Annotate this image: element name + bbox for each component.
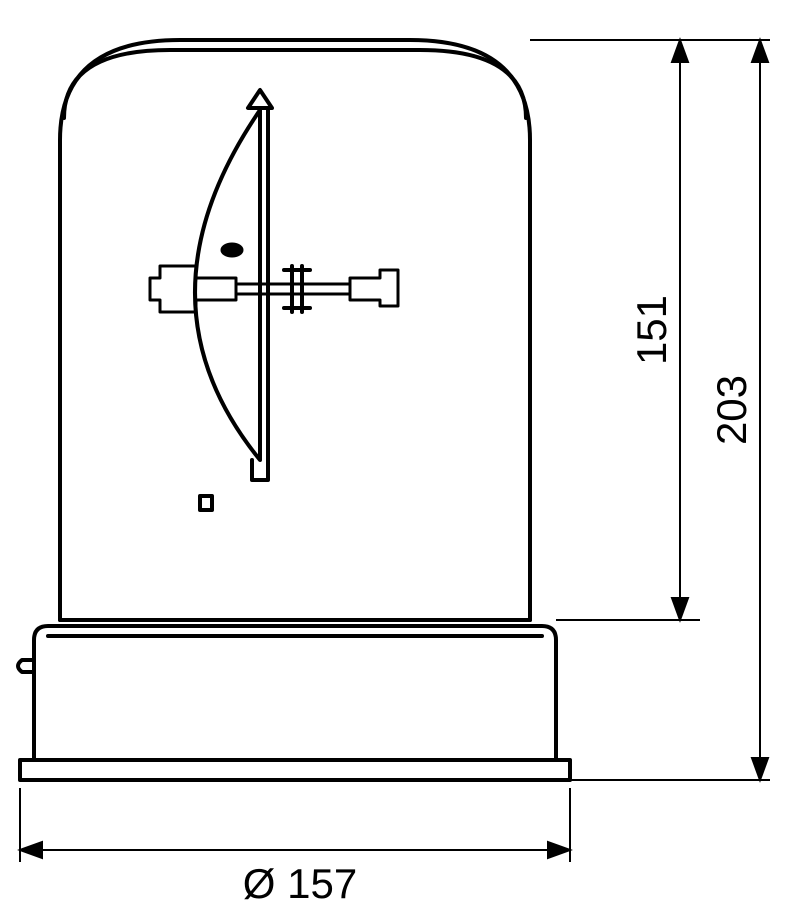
dim-height-dome-label: 151: [628, 295, 675, 365]
dim-height-total-label: 203: [708, 375, 755, 445]
dimension-lines: [20, 40, 770, 862]
beacon-dimension-drawing: Ø 157 151 203: [0, 0, 800, 903]
dim-diameter-label: Ø 157: [243, 860, 357, 903]
beacon-outline: [18, 40, 570, 780]
